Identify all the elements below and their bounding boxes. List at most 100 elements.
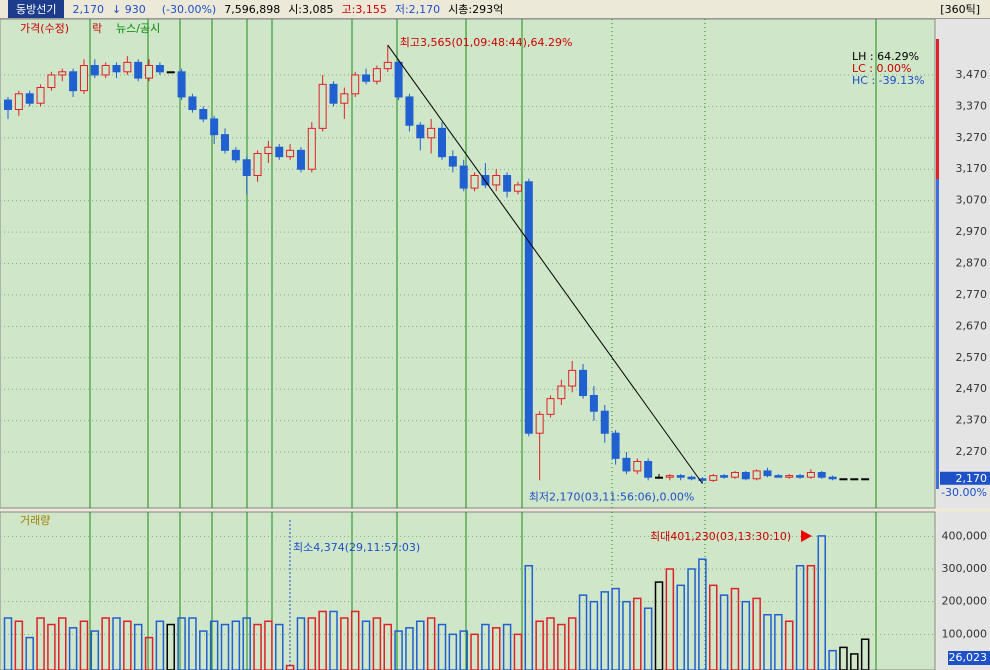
- volume-tick-label: 400,000: [942, 529, 988, 542]
- candle-body: [47, 74, 56, 89]
- price: 2,170: [72, 2, 104, 16]
- candle-body: [524, 181, 533, 434]
- volume-bar: [3, 617, 13, 670]
- candle-body: [861, 478, 870, 481]
- annotation-high: 최고3,565(01,09:48:44),64.29%: [400, 36, 573, 49]
- volume-bar: [774, 613, 783, 670]
- candle-body: [177, 71, 186, 98]
- candle-body: [720, 475, 729, 478]
- volume-tag-bg: [948, 651, 990, 665]
- volume-bar: [426, 617, 436, 670]
- candle-body: [199, 109, 208, 120]
- volume-bar: [860, 638, 870, 670]
- y-tick-label: 3,370: [956, 99, 988, 112]
- candle-body: [481, 175, 490, 186]
- y-tick-label: 2,970: [956, 225, 988, 238]
- volume-bar: [633, 597, 642, 670]
- volume-bar: [719, 594, 729, 670]
- change: ↓ 930: [111, 2, 146, 16]
- price-tag: 2,170: [956, 472, 988, 485]
- y-tick-label: 3,270: [956, 131, 988, 144]
- volume-bar: [806, 564, 816, 670]
- candle-body: [231, 149, 240, 161]
- candle-body: [698, 478, 707, 481]
- high: 고:3,155: [341, 3, 387, 16]
- volume-bar: [795, 564, 805, 670]
- candle-body: [166, 71, 175, 74]
- candle-body: [676, 475, 685, 478]
- candle-body: [4, 99, 12, 111]
- candle-body: [644, 460, 653, 478]
- candle-body: [25, 93, 34, 104]
- candle-body: [850, 478, 859, 481]
- annotation-vol-min: 최소4,374(29,11:57:03): [293, 541, 420, 554]
- volume-bar: [546, 617, 555, 670]
- candle-body: [221, 134, 229, 151]
- candle-body: [622, 457, 631, 472]
- volume-bar: [567, 617, 577, 670]
- stat: LC : 0.00%: [852, 62, 911, 75]
- volume-bar: [112, 617, 121, 670]
- candle-body: [600, 410, 609, 434]
- volume-bar: [578, 594, 588, 670]
- candle-body: [709, 475, 718, 481]
- legend-item: 뉴스/공시: [116, 22, 160, 35]
- trend-line: [387, 44, 703, 484]
- candle-body: [90, 65, 99, 76]
- candle-body: [796, 475, 805, 478]
- candle-body: [427, 127, 436, 139]
- volume-bar: [372, 617, 382, 670]
- volume-bar: [177, 617, 186, 670]
- candle-body: [513, 184, 522, 192]
- candle-body: [405, 96, 414, 126]
- candle-body: [535, 413, 544, 434]
- price-tag-bg: [940, 471, 990, 485]
- candle-body: [383, 61, 392, 70]
- candle-body: [286, 149, 295, 158]
- candle-body: [210, 118, 219, 136]
- volume-axis: [937, 512, 990, 670]
- volume-bar: [828, 649, 837, 670]
- rate: (-30.00%): [161, 2, 217, 16]
- candle-body: [58, 71, 67, 76]
- candle-body: [839, 478, 848, 481]
- candle-body: [589, 394, 598, 412]
- volume-bar: [242, 617, 251, 670]
- volume-bar: [524, 564, 534, 670]
- candle-body: [188, 96, 197, 111]
- candle-body: [264, 146, 273, 155]
- volume-bar: [622, 600, 631, 670]
- candle-body: [568, 369, 577, 387]
- volume-bar: [318, 610, 327, 670]
- candle-body: [785, 475, 794, 478]
- stat: LH : 64.29%: [852, 50, 919, 63]
- candle-body: [340, 93, 349, 104]
- volume: 7,596,898: [224, 2, 281, 16]
- candle-body: [394, 61, 403, 98]
- chart: 2,270 2,370 2,470 2,570 2,670 2,770 2,870 2,970…: [0, 19, 990, 670]
- change-value: 930: [124, 2, 146, 16]
- volume-bar: [36, 617, 45, 670]
- y-tick-label: 2,770: [956, 288, 988, 301]
- candle-body: [828, 476, 837, 480]
- candle-body: [687, 476, 696, 480]
- volume-bar: [340, 617, 349, 670]
- candle-body: [296, 149, 305, 170]
- volume-bar: [589, 600, 599, 670]
- y-tick-label: 2,270: [956, 445, 988, 458]
- legend-item: 가격(수정): [20, 22, 69, 35]
- candle-body: [318, 83, 327, 129]
- candle-body: [69, 71, 78, 92]
- low: 저:2,170: [394, 3, 441, 16]
- candle-body: [242, 159, 251, 177]
- annotation-vol-max: 최대401,230(03,13:30:10): [650, 530, 791, 543]
- legend-item: 락: [92, 22, 102, 35]
- volume-tick-label: 200,000: [942, 595, 988, 608]
- stock-name[interactable]: 동방선기: [8, 0, 65, 18]
- header-bar: 동방선기 2,170 ↓ 930 (-30.00%) 7,596,898 시:3…: [0, 0, 990, 19]
- candle-body: [134, 61, 143, 79]
- volume-tag: 26,023: [949, 651, 988, 664]
- stat: HC : -39.13%: [852, 74, 925, 87]
- period[interactable]: [360틱]: [940, 3, 980, 16]
